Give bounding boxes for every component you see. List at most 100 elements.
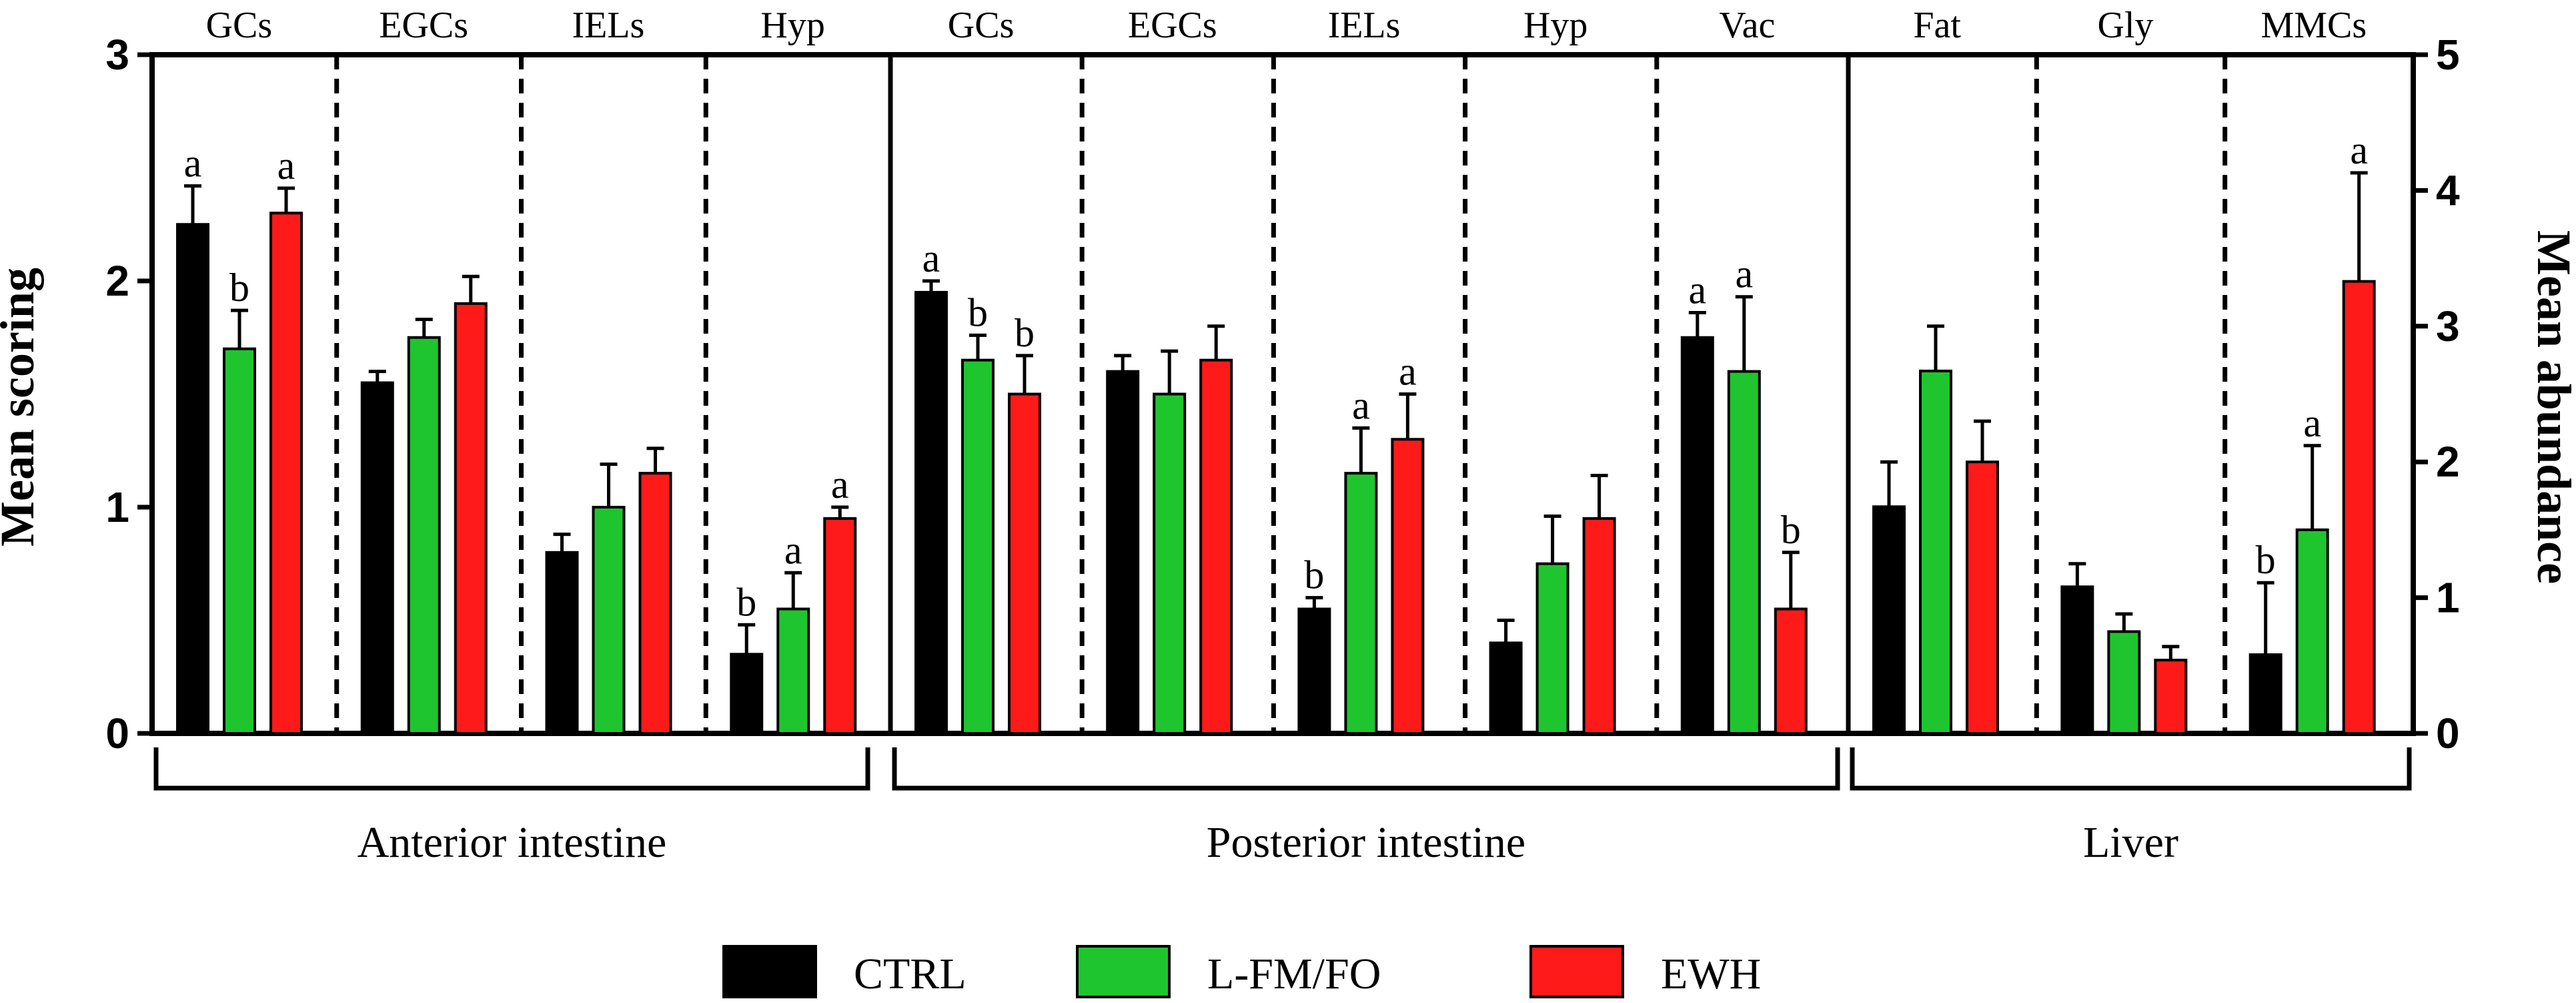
bar [407, 336, 441, 735]
panel-bracket [892, 747, 1840, 791]
legend-label: CTRL [854, 950, 967, 998]
category-label: GCs [206, 5, 273, 46]
y-right-tick-label: 4 [2436, 166, 2460, 214]
y-left-tick-label: 1 [105, 483, 129, 531]
y-right-tick-label: 1 [2436, 574, 2460, 622]
bar [1582, 517, 1616, 735]
bar [454, 302, 488, 735]
category-label: EGCs [379, 5, 468, 46]
plot-frame [149, 52, 2416, 736]
legend-swatch [722, 945, 817, 998]
significance-letter: b [968, 290, 988, 334]
y-left-tick-label: 0 [105, 709, 129, 757]
y-axis-left-label: Mean scoring [0, 268, 44, 547]
panel-label: Liver [2083, 818, 2178, 867]
bar [1872, 505, 1906, 735]
significance-letter: a [1688, 268, 1706, 312]
category-label: Fat [1913, 5, 1961, 46]
category-label: Hyp [760, 5, 824, 46]
bar [1774, 607, 1808, 735]
bar [914, 290, 948, 735]
y-left-tick-label: 2 [105, 257, 129, 305]
significance-letter: a [2350, 128, 2368, 172]
significance-letter: a [2303, 401, 2321, 445]
bar [1680, 336, 1714, 735]
bar [1489, 641, 1523, 735]
panel-label: Posterior intestine [1207, 818, 1525, 867]
y-right-tick-label: 5 [2436, 31, 2460, 79]
axes-layer: Mean scoring Mean abundance 0 1 2 3 0 1 2 3 4 5 [0, 31, 2576, 757]
bar [1199, 358, 1233, 735]
y-right-tick-label: 2 [2436, 438, 2460, 486]
significance-letter: b [1304, 553, 1324, 597]
bar [2107, 630, 2141, 735]
error-bars-layer [184, 171, 2368, 661]
bar [360, 381, 394, 735]
significance-letter: a [831, 462, 849, 507]
legend-label: L-FM/FO [1207, 950, 1381, 998]
significance-letter: a [784, 528, 802, 572]
bar [776, 607, 810, 735]
significance-letter: a [277, 143, 295, 188]
bar [1966, 460, 1999, 735]
bar [2342, 280, 2376, 735]
bar [2154, 659, 2188, 735]
bar [2248, 653, 2283, 735]
significance-letter: a [1352, 383, 1370, 427]
bar [823, 517, 857, 735]
significance-letter: b [229, 266, 249, 310]
category-label: Vac [1719, 5, 1775, 46]
bar [176, 223, 209, 735]
y-right-tick-label: 0 [2436, 709, 2460, 757]
bar [1106, 370, 1140, 735]
bars-layer [176, 212, 2376, 735]
category-label: MMCs [2261, 5, 2367, 46]
bar [2295, 528, 2329, 735]
bar [638, 472, 672, 735]
significance-letter: b [1781, 508, 1801, 552]
legend-swatch [1076, 945, 1171, 998]
legend-label: EWH [1661, 950, 1761, 998]
legend-swatch [1529, 945, 1624, 998]
bar [730, 653, 764, 735]
bar [1008, 392, 1041, 735]
bar [1297, 607, 1331, 735]
category-label: IELs [1328, 5, 1401, 46]
bar [1919, 369, 1952, 735]
significance-letter: a [1735, 252, 1753, 296]
category-label: IELs [572, 5, 644, 46]
panel-bracket [153, 747, 870, 791]
significance-letter: a [922, 236, 940, 280]
panel-label: Anterior intestine [358, 818, 667, 867]
bar [1344, 472, 1378, 735]
bar [269, 212, 303, 735]
significance-letter: a [1399, 350, 1417, 394]
significance-letter: a [184, 141, 202, 186]
bar [223, 347, 256, 735]
y-right-tick-label: 3 [2436, 302, 2460, 350]
panel-brackets-layer: Anterior intestine Posterior intestine Liv… [153, 747, 2412, 867]
bar [1535, 562, 1569, 735]
bar [592, 506, 626, 735]
category-label: GCs [948, 5, 1015, 46]
bar [1391, 438, 1425, 735]
category-label: Hyp [1523, 5, 1587, 46]
category-dividers [334, 55, 2228, 733]
category-labels-layer: GCs EGCs IELs Hyp GCs EGCs IELs Hyp Vac Fat Gly MMC… [206, 5, 2367, 46]
category-label: Gly [2098, 5, 2154, 46]
category-label: EGCs [1128, 5, 1217, 46]
bar [1727, 370, 1761, 735]
significance-letter: b [2256, 538, 2276, 582]
y-left-tick-label: 3 [105, 31, 129, 79]
plot-border [149, 52, 2416, 736]
bar [1153, 392, 1187, 735]
bar [2060, 585, 2094, 735]
panel-bracket [1850, 747, 2412, 791]
y-axis-right-label: Mean abundance [2527, 230, 2576, 584]
bar [961, 358, 995, 735]
bar [545, 551, 579, 735]
legend: CTRL L-FM/FO EWH [722, 945, 1761, 998]
significance-letter: b [1015, 311, 1035, 355]
